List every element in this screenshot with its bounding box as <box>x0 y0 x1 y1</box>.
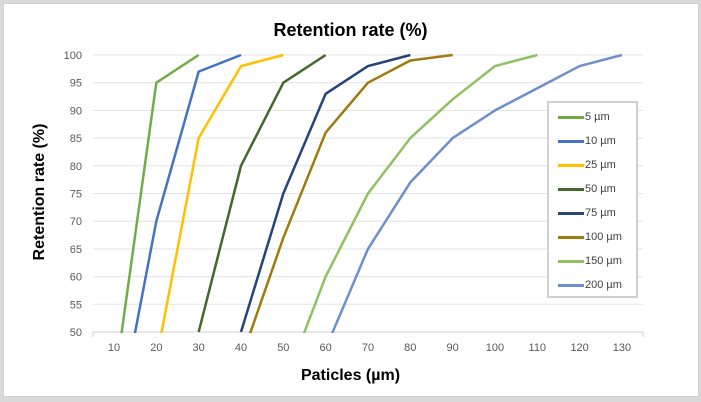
series-line-75m <box>239 53 411 333</box>
y-tick-label: 65 <box>70 244 82 256</box>
y-tick-label: 100 <box>64 50 82 62</box>
x-tick-label: 130 <box>613 342 631 354</box>
legend-item: 10 µm <box>558 133 616 149</box>
legend-swatch <box>558 235 584 239</box>
legend-item: 5 µm <box>558 109 610 125</box>
legend-swatch <box>558 187 584 191</box>
x-tick-label: 80 <box>404 342 416 354</box>
x-tick-label: 40 <box>235 342 247 354</box>
x-tick-label: 120 <box>570 342 588 354</box>
x-tick-label: 30 <box>193 342 205 354</box>
legend-swatch <box>558 163 584 167</box>
x-axis-label: Paticles (µm) <box>300 367 401 384</box>
y-tick-label: 60 <box>70 272 82 284</box>
y-tick-label: 55 <box>70 299 82 311</box>
legend-swatch <box>558 259 584 263</box>
chart-title: Retention rate (%) <box>273 20 428 40</box>
legend-label: 150 µm <box>585 255 622 267</box>
legend: 5 µm 10 µm 25 µm 50 µm 75 µm 100 µm 150 µm 200 … <box>547 101 638 298</box>
x-tick-label: 100 <box>486 342 504 354</box>
x-tick-label: 10 <box>108 342 120 354</box>
legend-swatch <box>558 139 584 143</box>
y-tick-label: 85 <box>70 133 82 145</box>
x-tick-label: 20 <box>150 342 162 354</box>
series-line-5m <box>120 53 200 333</box>
y-tick-label: 75 <box>70 189 82 201</box>
legend-label: 10 µm <box>585 135 616 147</box>
legend-label: 50 µm <box>585 183 616 195</box>
legend-swatch <box>558 211 584 215</box>
series-line-50m <box>197 53 327 333</box>
y-tick-label: 50 <box>70 327 82 339</box>
legend-label: 25 µm <box>585 159 616 171</box>
x-tick-label: 60 <box>320 342 332 354</box>
legend-item: 75 µm <box>558 205 616 221</box>
series-line-150m <box>302 53 538 333</box>
y-tick-label: 90 <box>70 105 82 117</box>
series-line-25m <box>160 53 284 333</box>
y-tick-label: 95 <box>70 78 82 90</box>
legend-item: 100 µm <box>558 229 622 245</box>
legend-item: 150 µm <box>558 253 622 269</box>
x-tick-label: 50 <box>277 342 289 354</box>
x-tick-label: 110 <box>529 342 547 354</box>
series-line-100m <box>248 53 453 333</box>
series-line-10m <box>133 53 242 333</box>
legend-label: 100 µm <box>585 231 622 243</box>
legend-label: 75 µm <box>585 207 616 219</box>
legend-item: 50 µm <box>558 181 616 197</box>
legend-label: 200 µm <box>585 279 622 291</box>
legend-label: 5 µm <box>585 111 610 123</box>
y-tick-label: 80 <box>70 161 82 173</box>
legend-swatch <box>558 283 584 287</box>
legend-item: 25 µm <box>558 157 616 173</box>
legend-item: 200 µm <box>558 277 622 293</box>
x-tick-label: 90 <box>447 342 459 354</box>
x-tick-label: 70 <box>362 342 374 354</box>
legend-swatch <box>558 115 584 119</box>
series-line-200m <box>330 53 623 333</box>
y-tick-label: 70 <box>70 216 82 228</box>
